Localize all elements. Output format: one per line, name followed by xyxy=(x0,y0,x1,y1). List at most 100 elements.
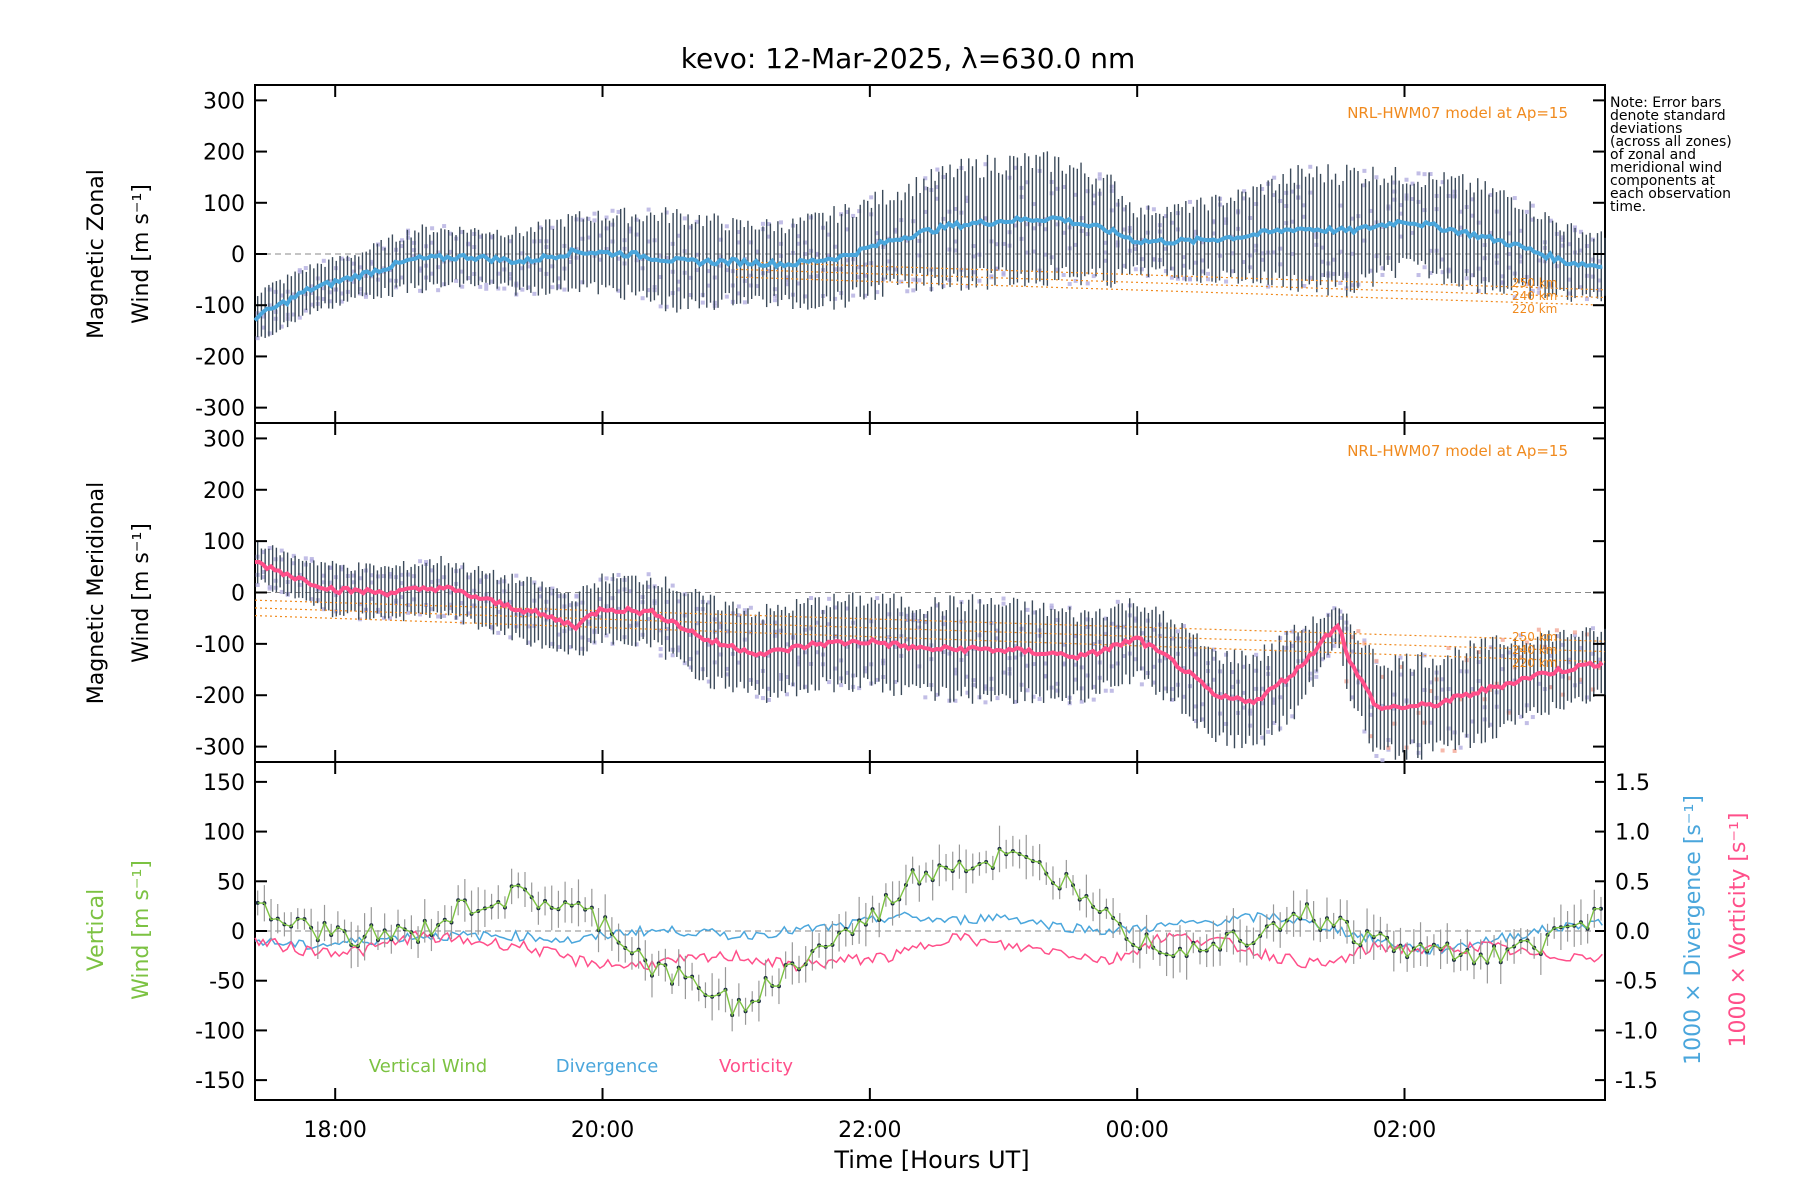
zonal-zone-point xyxy=(610,208,615,213)
meridional-zone-point xyxy=(1073,662,1078,667)
zonal-zone-point xyxy=(267,287,272,292)
zonal-zone-point xyxy=(363,294,368,299)
zonal-zone-point xyxy=(676,287,681,292)
zonal-zone-point xyxy=(1187,199,1192,204)
x-tick-label: 00:00 xyxy=(1105,1118,1168,1143)
zonal-zone-point xyxy=(556,276,561,281)
meridional-zone-point xyxy=(580,600,585,605)
zonal-zone-point xyxy=(1091,274,1096,279)
meridional-zone-point xyxy=(1368,704,1373,709)
meridional-zone-point xyxy=(550,591,555,596)
zonal-zone-point xyxy=(845,227,850,232)
meridional-zone-point xyxy=(1025,607,1030,612)
meridional-zone-point xyxy=(694,606,699,611)
zonal-zone-point xyxy=(303,308,308,313)
zonal-zone-point xyxy=(1380,272,1385,277)
meridional-zone-point xyxy=(706,600,711,605)
zonal-zone-point xyxy=(1193,229,1198,234)
zonal-zone-point xyxy=(604,247,609,252)
meridional-zone-point xyxy=(995,696,1000,701)
meridional-zone-point xyxy=(857,686,862,691)
zonal-zone-point xyxy=(490,279,495,284)
meridional-zone-point xyxy=(1350,649,1355,654)
vertical-wind-line xyxy=(257,847,1602,1018)
meridional-zone-point xyxy=(724,672,729,677)
zonal-zone-point xyxy=(526,264,531,269)
zonal-zone-point xyxy=(875,290,880,295)
zonal-zone-point xyxy=(1392,197,1397,202)
zonal-zone-point xyxy=(676,233,681,238)
meridional-zone-point xyxy=(1278,726,1283,731)
vertical-y-tick-label: -100 xyxy=(195,1019,245,1044)
zonal-zone-point xyxy=(1175,276,1180,281)
zonal-zone-point xyxy=(1590,274,1595,279)
zonal-zone-point xyxy=(1043,227,1048,232)
meridional-zone-point xyxy=(460,620,465,625)
zonal-zone-point xyxy=(772,293,777,298)
meridional-zone-point xyxy=(1386,745,1391,750)
zonal-zone-point xyxy=(1055,222,1060,227)
meridional-zone-point xyxy=(466,611,471,616)
meridional-zone-point xyxy=(923,614,928,619)
zonal-zone-point xyxy=(1350,216,1355,221)
meridional-zone-point xyxy=(718,625,723,630)
zonal-ylabel-2: Wind [m s⁻¹] xyxy=(129,184,154,324)
meridional-zone-point xyxy=(604,633,609,638)
zonal-zone-point xyxy=(1548,282,1553,287)
meridional-zone-point xyxy=(1109,664,1114,669)
note-line: each observation xyxy=(1610,186,1732,202)
meridional-zone-point xyxy=(736,660,741,665)
meridional-zone-point xyxy=(309,556,314,561)
meridional-zone-point xyxy=(1151,664,1156,669)
zonal-zone-point xyxy=(754,249,759,254)
zonal-zone-point xyxy=(466,242,471,247)
meridional-zone-point xyxy=(827,622,832,627)
meridional-zone-point xyxy=(995,628,1000,633)
zonal-zone-point xyxy=(640,296,645,301)
zonal-zone-point xyxy=(1031,202,1036,207)
meridional-zone-point xyxy=(1121,654,1126,659)
zonal-zone-point xyxy=(1109,184,1114,189)
meridional-model-alt-220: 220 km xyxy=(1512,656,1557,670)
meridional-zone-point xyxy=(664,626,669,631)
zonal-zone-point xyxy=(412,253,417,258)
meridional-zone-point xyxy=(1290,714,1295,719)
zonal-zone-point xyxy=(1260,186,1265,191)
zonal-zone-point xyxy=(1272,193,1277,198)
meridional-zone-point xyxy=(1254,686,1259,691)
meridional-zone-point xyxy=(1260,735,1265,740)
meridional-zone-point xyxy=(1428,680,1433,685)
meridional-zone-point xyxy=(797,662,802,667)
meridional-zone-point xyxy=(303,556,308,561)
zonal-zone-point xyxy=(1200,258,1205,263)
meridional-zone-point xyxy=(1380,703,1385,708)
zonal-zone-point xyxy=(935,185,940,190)
zonal-zone-point xyxy=(628,229,633,234)
meridional-zone-point xyxy=(321,607,326,612)
zonal-zone-point xyxy=(1139,257,1144,262)
meridional-ylabel-1: Magnetic Meridional xyxy=(84,482,109,704)
meridional-zone-point xyxy=(658,628,663,633)
zonal-zone-point xyxy=(586,235,591,240)
meridional-zone-point xyxy=(941,615,946,620)
meridional-zone-point xyxy=(748,605,753,610)
meridional-zone-point xyxy=(1518,633,1523,638)
meridional-zone-point xyxy=(1055,617,1060,622)
zonal-zone-point xyxy=(1031,226,1036,231)
meridional-zone-point xyxy=(1392,721,1397,726)
zonal-zone-point xyxy=(1338,249,1343,254)
zonal-zone-point xyxy=(1193,233,1198,238)
zonal-zone-point xyxy=(357,265,362,270)
meridional-zone-point xyxy=(520,581,525,586)
zonal-zone-point xyxy=(971,244,976,249)
meridional-zone-point xyxy=(321,573,326,578)
zonal-zone-point xyxy=(676,279,681,284)
zonal-zone-point xyxy=(1097,172,1102,177)
zonal-zone-point xyxy=(1596,278,1601,283)
zonal-zone-point xyxy=(321,258,326,263)
meridional-zone-point xyxy=(1242,664,1247,669)
meridional-zone-point xyxy=(1332,638,1337,643)
zonal-zone-point xyxy=(953,207,958,212)
zonal-zone-point xyxy=(430,226,435,231)
